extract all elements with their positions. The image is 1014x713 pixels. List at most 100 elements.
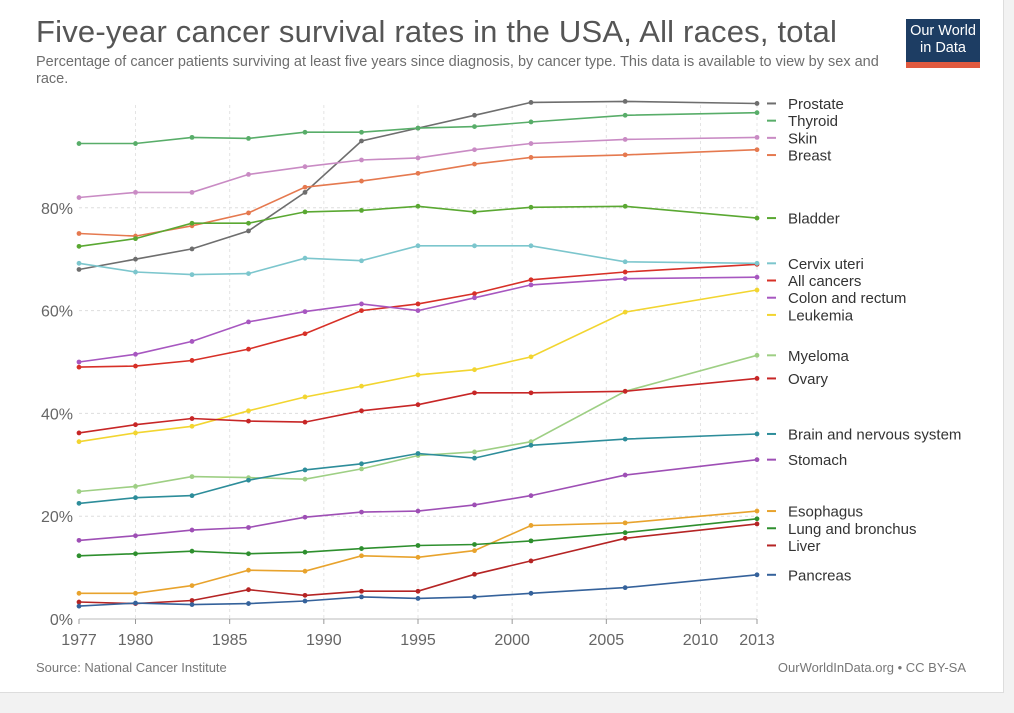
data-point: [528, 282, 534, 288]
license-note[interactable]: OurWorldInData.org • CC BY-SA: [777, 660, 966, 675]
data-point: [415, 155, 421, 161]
data-point: [302, 394, 308, 400]
legend-item: Liver: [767, 538, 821, 555]
legend-item: Brain and nervous system: [767, 426, 961, 443]
series-ovary: [76, 376, 760, 436]
legend-label: Cervix uteri: [788, 256, 864, 273]
line-chart: 0% 20% 40% 60% 80% 1977 1980 1985 1990 1995 2000 20…: [41, 96, 961, 649]
legend-item: Breast: [767, 148, 832, 165]
data-point: [246, 271, 251, 276]
data-point: [472, 542, 477, 547]
data-point: [754, 572, 760, 578]
data-point: [472, 455, 477, 461]
data-point: [359, 509, 364, 515]
legend-item: All cancers: [767, 273, 861, 290]
data-point: [359, 258, 364, 264]
logo-accent-bar: [906, 62, 980, 68]
data-point: [189, 598, 195, 603]
legend-label: Brain and nervous system: [788, 426, 961, 443]
series-pancreas: [76, 572, 760, 609]
data-point: [622, 388, 628, 394]
data-point: [528, 204, 534, 210]
data-point: [622, 436, 628, 442]
data-point: [528, 277, 534, 283]
data-point: [76, 590, 82, 596]
legend-label: Thyroid: [788, 113, 838, 130]
legend-item: Ovary: [767, 371, 829, 388]
data-point: [415, 203, 421, 209]
legend-label: Bladder: [788, 211, 840, 228]
data-point: [622, 269, 628, 275]
data-point: [302, 419, 308, 425]
data-point: [359, 207, 364, 213]
data-point: [622, 530, 628, 536]
data-point: [472, 291, 477, 297]
legend-label: Skin: [788, 130, 817, 147]
data-point: [189, 189, 195, 195]
data-point: [415, 308, 421, 313]
data-point: [415, 243, 421, 249]
data-point: [622, 99, 628, 104]
data-point: [302, 467, 308, 473]
data-point: [359, 553, 364, 559]
legend-label: Ovary: [788, 371, 829, 388]
legend-item: Skin: [767, 130, 817, 147]
series-leukemia: [76, 287, 760, 445]
data-point: [189, 339, 195, 344]
source-note[interactable]: Source: National Cancer Institute: [36, 660, 227, 675]
legend-label: Leukemia: [788, 307, 854, 324]
data-point: [472, 243, 477, 249]
data-point: [359, 308, 364, 313]
data-point: [754, 215, 760, 221]
data-point: [359, 466, 364, 472]
data-point: [472, 548, 477, 554]
data-point: [133, 430, 138, 436]
data-point: [302, 255, 308, 261]
legend-label: Lung and bronchus: [788, 521, 916, 538]
legend-label: Breast: [788, 148, 832, 165]
data-point: [528, 590, 534, 596]
data-point: [76, 537, 82, 543]
data-point: [76, 364, 82, 370]
data-point: [622, 137, 628, 142]
data-point: [189, 272, 195, 278]
data-point: [76, 500, 82, 506]
legend-label: Liver: [788, 538, 821, 555]
data-point: [246, 319, 251, 325]
data-point: [415, 543, 421, 548]
data-point: [246, 210, 251, 216]
data-point: [76, 359, 82, 365]
data-point: [622, 309, 628, 315]
data-point: [76, 553, 82, 559]
data-point: [359, 594, 364, 600]
data-point: [133, 269, 138, 275]
data-point: [246, 525, 251, 530]
x-tick-label: 2005: [589, 632, 625, 649]
data-point: [189, 527, 195, 533]
data-point: [359, 178, 364, 184]
y-tick-label: 80%: [41, 201, 73, 218]
data-point: [528, 354, 534, 360]
data-point: [246, 551, 251, 557]
owid-logo[interactable]: Our World in Data: [906, 19, 980, 68]
legend-item: Leukemia: [767, 307, 854, 324]
data-point: [528, 523, 534, 528]
data-point: [622, 472, 628, 478]
y-tick-label: 0%: [50, 612, 73, 629]
data-point: [76, 260, 82, 266]
data-point: [76, 603, 82, 609]
data-point: [246, 418, 251, 424]
chart-card: Five-year cancer survival rates in the U…: [0, 0, 1004, 693]
data-point: [246, 228, 251, 234]
data-point: [754, 147, 760, 153]
y-tick-label: 40%: [41, 406, 73, 423]
data-point: [622, 112, 628, 118]
data-point: [415, 301, 421, 307]
series-thyroid: [76, 110, 760, 146]
x-tick-label: 1990: [306, 632, 342, 649]
chart-subtitle: Percentage of cancer patients surviving …: [36, 54, 879, 87]
series-all-cancers: [76, 261, 760, 370]
legend-item: Prostate: [767, 96, 844, 113]
data-point: [246, 136, 251, 141]
data-point: [189, 548, 195, 554]
